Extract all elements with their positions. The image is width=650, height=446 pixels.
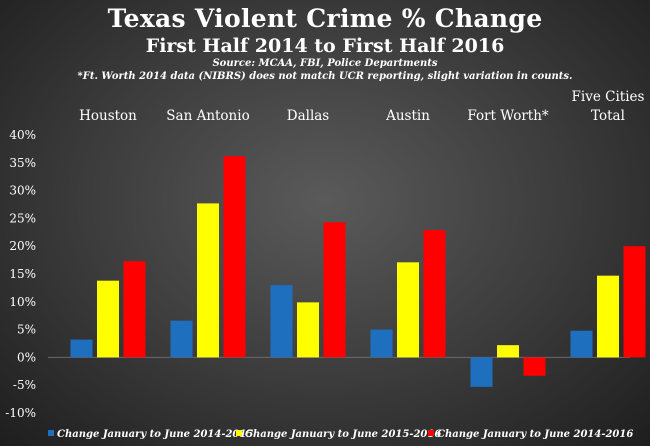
bar-san-antonio-series-3 [223, 156, 246, 358]
bar-san-antonio-series-2 [197, 203, 219, 358]
y-tick-label: 15% [9, 267, 36, 281]
y-tick-label: 0% [17, 350, 36, 364]
y-tick-label: -5% [13, 378, 36, 392]
bar-houston-series-3 [123, 261, 146, 358]
bar-austin-series-2 [397, 262, 419, 358]
y-tick-label: -10% [5, 406, 36, 420]
bar-fort-worth--series-3 [523, 357, 546, 376]
category-label: Fort Worth* [467, 108, 549, 124]
legend-swatch [428, 430, 434, 436]
bar-five-cities-total-series-3 [623, 246, 646, 358]
legend-label: Change January to June 2014-2015 [57, 429, 253, 440]
bar-houston-series-2 [97, 280, 119, 358]
y-tick-label: 20% [9, 239, 36, 253]
bar-austin-series-1 [370, 329, 393, 358]
chart-subtitle: First Half 2014 to First Half 2016 [145, 35, 505, 57]
category-label: Total [591, 108, 625, 124]
bar-fort-worth--series-2 [497, 345, 519, 358]
bar-san-antonio-series-1 [170, 320, 193, 358]
legend-swatch [236, 430, 242, 436]
category-label: San Antonio [166, 108, 249, 124]
source-note: Source: MCAA, FBI, Police Departments [212, 58, 438, 69]
bar-austin-series-3 [423, 230, 446, 358]
y-tick-label: 30% [9, 184, 36, 198]
y-tick-label: 25% [9, 211, 36, 225]
legend-label: Change January to June 2014-2016 [437, 429, 633, 440]
category-label: Austin [385, 108, 430, 124]
y-tick-label: 40% [9, 128, 36, 142]
y-tick-label: 10% [9, 295, 36, 309]
category-label: Five Cities [572, 89, 645, 105]
bar-houston-series-1 [70, 339, 93, 358]
y-tick-label: 35% [9, 156, 36, 170]
legend-label: Change January to June 2015-2016 [245, 429, 441, 440]
category-label: Houston [79, 108, 137, 124]
y-tick-label: 5% [17, 323, 36, 337]
bar-dallas-series-1 [270, 285, 293, 358]
bar-five-cities-total-series-1 [570, 330, 593, 358]
footnote: *Ft. Worth 2014 data (NIBRS) does not ma… [77, 71, 573, 82]
chart-title: Texas Violent Crime % Change [107, 4, 543, 33]
bar-dallas-series-2 [297, 302, 319, 358]
bar-dallas-series-3 [323, 222, 346, 358]
bar-fort-worth--series-1 [470, 357, 493, 387]
category-label: Dallas [287, 108, 330, 124]
legend-swatch [48, 430, 54, 436]
bar-five-cities-total-series-2 [597, 275, 619, 358]
